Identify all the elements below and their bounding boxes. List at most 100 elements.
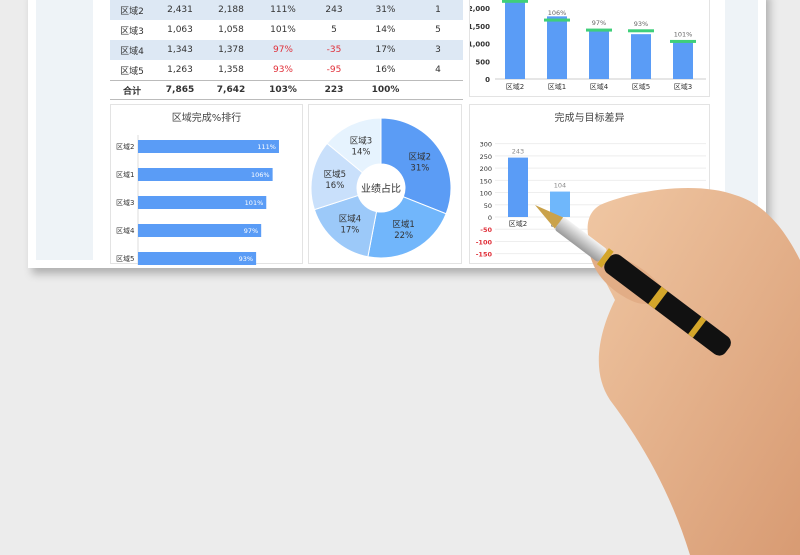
- slice-percent: 14%: [352, 147, 371, 157]
- table-row: 区域2 2,431 2,188 111% 243 31% 1: [110, 0, 463, 20]
- cell-diff: -35: [326, 45, 342, 55]
- cell-diff: -95: [326, 65, 342, 75]
- y-tick-label: 0: [485, 76, 490, 84]
- cell-rate: 93%: [272, 65, 293, 75]
- cell-target: 2,188: [218, 5, 244, 15]
- actual-vs-target-svg: 0 500 1,000 1,500 2,000 区域2 106% 区域1 97% 区域4 93% 区域…: [468, 0, 706, 91]
- left-margin-panel: [36, 0, 93, 260]
- y-tick-label: 50: [484, 202, 492, 210]
- actual-bar: [589, 31, 609, 79]
- cell-region: 合计: [122, 86, 141, 97]
- slice-label: 区域5: [324, 169, 346, 180]
- chart-title: 区域完成%排行: [171, 113, 242, 124]
- y-tick-label: 1,500: [470, 23, 490, 31]
- cell-region: 区域2: [120, 6, 144, 17]
- cell-diff: 243: [325, 5, 343, 15]
- y-tick-label: 500: [475, 58, 490, 66]
- category-label: 区域5: [116, 254, 134, 263]
- y-tick-label: -100: [476, 238, 493, 246]
- cell-actual: 1,263: [167, 65, 193, 75]
- cell-actual: 7,865: [165, 85, 195, 95]
- y-tick-label: 2,000: [470, 5, 490, 13]
- data-label: 106%: [548, 9, 567, 17]
- slice-percent: 16%: [325, 181, 344, 191]
- y-tick-label: 1,000: [470, 41, 490, 49]
- donut-slice: [367, 196, 447, 259]
- cell-region: 区域3: [120, 26, 144, 37]
- cell-diff: 223: [324, 85, 344, 95]
- actual-bar: [547, 16, 567, 80]
- slice-label: 区域3: [350, 135, 372, 146]
- actual-bar: [673, 41, 693, 79]
- cell-diff: 5: [331, 25, 337, 35]
- slice-label: 区域4: [339, 213, 361, 224]
- slice-label: 区域1: [392, 219, 414, 230]
- data-label: 93%: [239, 255, 253, 263]
- data-label: 106%: [251, 171, 270, 179]
- cell-rate: 111%: [270, 5, 296, 15]
- slice-percent: 17%: [340, 225, 359, 235]
- cell-rank: 3: [435, 45, 441, 55]
- y-tick-label: 0: [488, 214, 492, 222]
- slice-percent: 22%: [394, 231, 413, 241]
- bar: [138, 224, 262, 237]
- data-label: 243: [512, 148, 524, 156]
- ranking-svg: 区域2 111% 区域1 106% 区域3 101% 区域4 97% 区域5 93%: [116, 135, 279, 265]
- cell-share: 100%: [371, 85, 400, 95]
- table-row: 区域3 1,063 1,058 101% 5 14% 5: [110, 20, 463, 40]
- cell-region: 区域4: [120, 46, 144, 57]
- y-tick-label: 150: [480, 177, 492, 185]
- donut-slice: [326, 117, 382, 174]
- bar: [138, 196, 267, 209]
- x-tick-label: 区域2: [509, 219, 527, 228]
- category-label: 区域3: [116, 198, 134, 207]
- target-marker: [628, 29, 654, 33]
- y-tick-label: -50: [480, 226, 492, 234]
- share-donut-chart: 区域2 31% 区域1 22% 区域4 17% 区域5 16% 区域3 14% 业绩占比: [308, 104, 462, 264]
- data-label: 97%: [592, 19, 606, 27]
- y-tick-label: 300: [480, 141, 492, 149]
- category-label: 区域4: [116, 226, 135, 235]
- slice-label: 区域2: [409, 152, 431, 163]
- cell-target: 7,642: [216, 85, 246, 95]
- target-marker: [670, 39, 696, 43]
- cell-share: 17%: [375, 45, 396, 55]
- x-tick-label: 区域2: [506, 82, 524, 91]
- actual-vs-target-chart: 0 500 1,000 1,500 2,000 区域2 106% 区域1 97% 区域4 93% 区域…: [468, 0, 710, 97]
- cell-share: 16%: [375, 65, 396, 75]
- cell-region: 区域5: [120, 66, 144, 77]
- cell-target: 1,058: [218, 25, 244, 35]
- chart-title: 完成与目标差异: [554, 113, 625, 124]
- fountain-pen-icon: [535, 205, 731, 356]
- actual-bar: [505, 0, 525, 79]
- y-tick-label: 200: [480, 165, 492, 173]
- category-label: 区域1: [116, 170, 134, 179]
- cell-share: 14%: [375, 25, 396, 35]
- cell-rank: 5: [435, 25, 441, 35]
- target-marker: [586, 28, 612, 32]
- cell-rank: 4: [435, 65, 441, 75]
- cell-rate: 97%: [272, 45, 293, 55]
- actual-bar: [631, 34, 651, 79]
- cell-actual: 1,063: [167, 25, 193, 35]
- data-label: 101%: [245, 199, 264, 207]
- y-tick-label: 250: [480, 153, 492, 161]
- cell-rate: 103%: [269, 85, 297, 95]
- table-row: 区域5 1,263 1,358 93% -95 16% 4: [110, 60, 463, 80]
- cell-target: 1,358: [218, 65, 244, 75]
- cell-share: 31%: [375, 5, 396, 15]
- slice-percent: 31%: [410, 164, 429, 174]
- bar: [138, 140, 279, 153]
- bar: [138, 252, 257, 265]
- target-marker: [502, 0, 528, 3]
- data-label: 104: [554, 182, 566, 190]
- data-label: 97%: [244, 227, 258, 235]
- data-label: 111%: [257, 143, 276, 151]
- data-label: 101%: [674, 30, 693, 38]
- y-tick-label: 100: [480, 190, 492, 198]
- donut-slice: [380, 117, 452, 215]
- target-marker: [544, 18, 570, 22]
- donut-center-title: 业绩占比: [361, 182, 401, 195]
- category-label: 区域2: [116, 142, 134, 151]
